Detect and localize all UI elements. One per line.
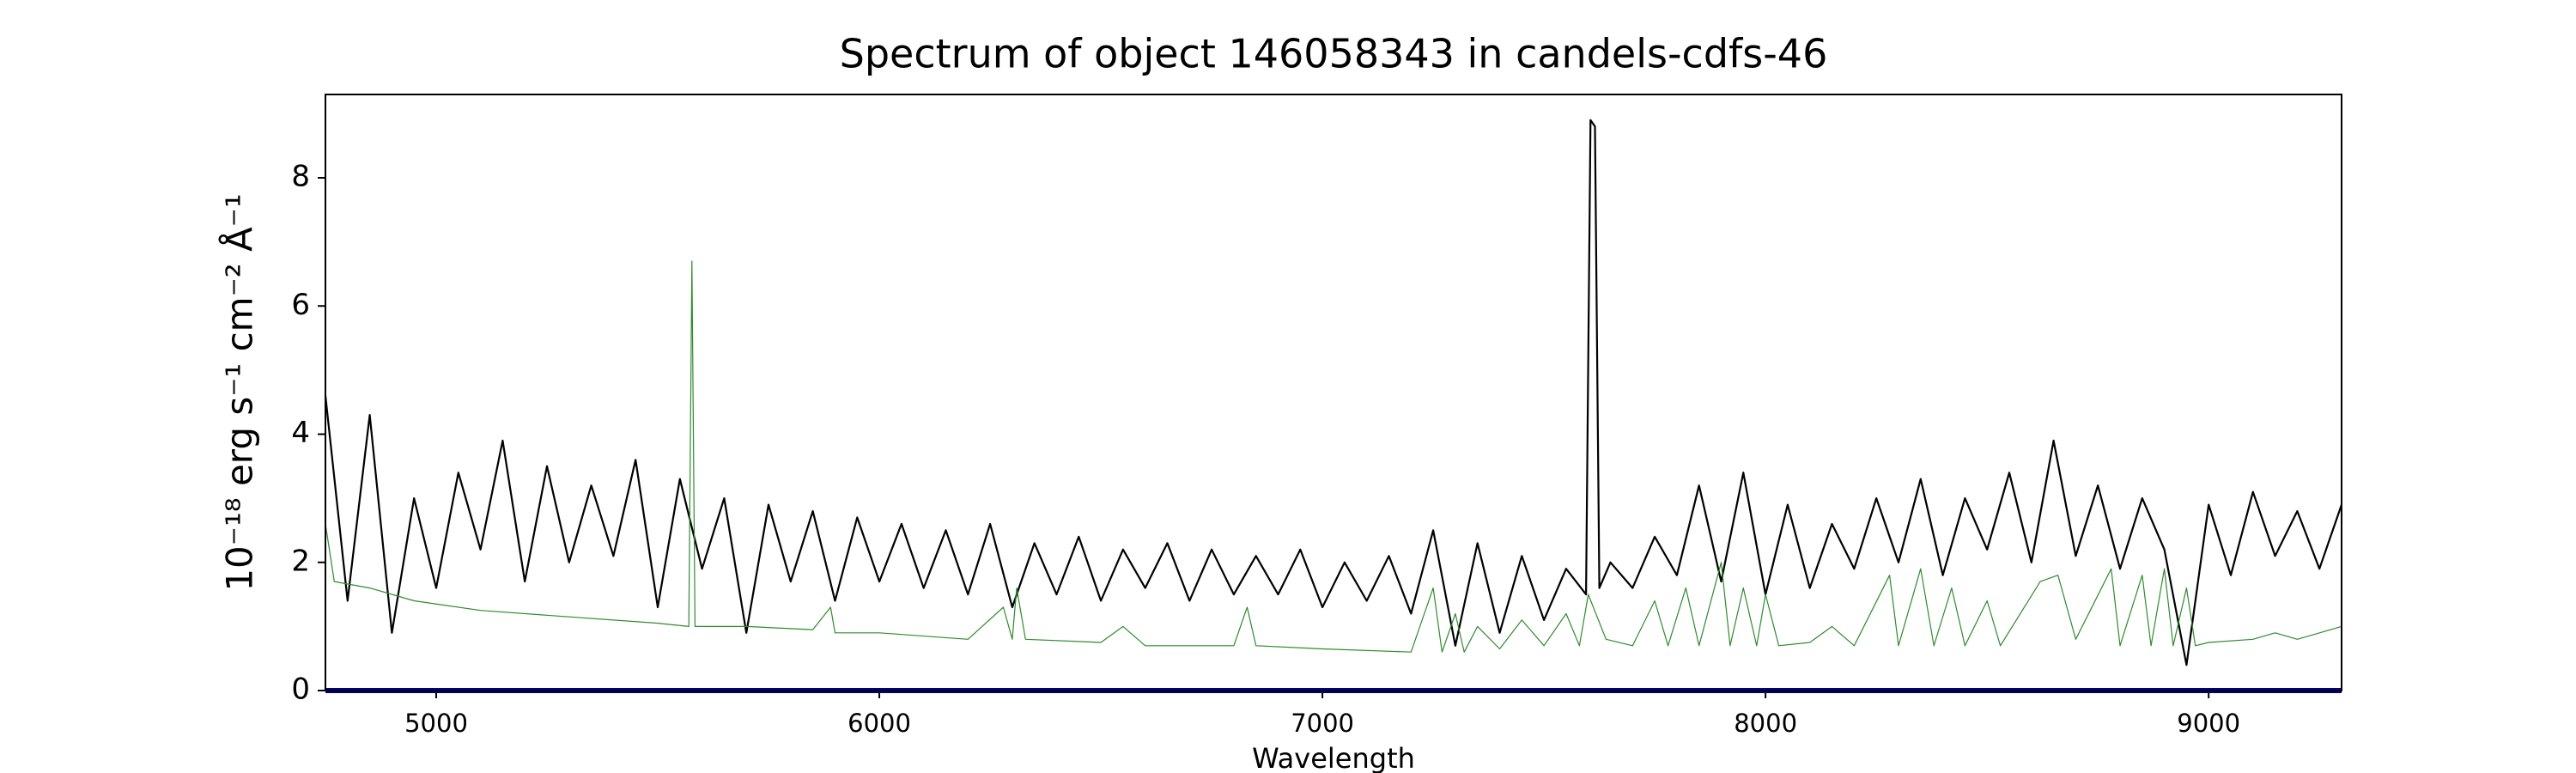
y-tick-label: 4 bbox=[291, 416, 310, 450]
y-tick-label: 8 bbox=[291, 160, 310, 194]
y-axis-label: 10⁻¹⁸ erg s⁻¹ cm⁻² Å⁻¹ bbox=[218, 193, 261, 591]
x-tick-label: 5000 bbox=[404, 709, 468, 738]
x-tick-label: 6000 bbox=[848, 709, 911, 738]
chart-title: Spectrum of object 146058343 in candels-… bbox=[840, 31, 1828, 77]
x-axis-label: Wavelength bbox=[1252, 742, 1415, 773]
plot-frame bbox=[325, 94, 2342, 691]
x-tick-label: 7000 bbox=[1291, 709, 1354, 738]
x-tick-label: 9000 bbox=[2177, 709, 2240, 738]
spectrum-line bbox=[325, 260, 2342, 653]
x-tick-label: 8000 bbox=[1734, 709, 1797, 738]
spectrum-line bbox=[324, 119, 2343, 666]
y-tick-label: 2 bbox=[291, 544, 310, 578]
y-tick-label: 6 bbox=[291, 288, 310, 322]
y-tick-label: 0 bbox=[291, 673, 310, 707]
